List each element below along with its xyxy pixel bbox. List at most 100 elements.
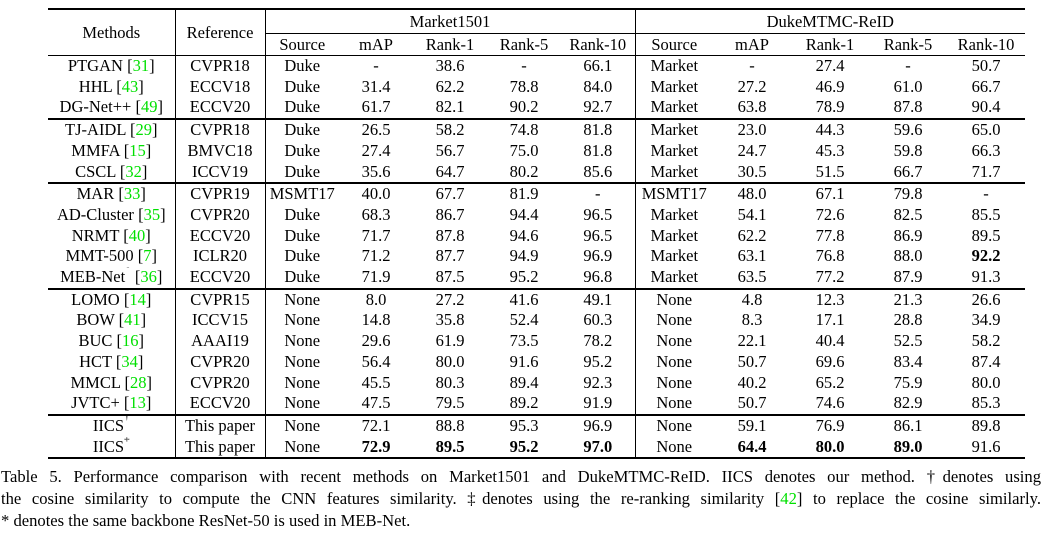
duke-rank10-cell: 85.5 [971, 204, 1001, 224]
table-row: MEB-Net* [36] ECCV20 Duke 71.9 87.5 95.2 96.8 M… [48, 267, 1025, 289]
market-map-cell: - [373, 56, 379, 75]
market-rank1-cell: 82.1 [435, 97, 465, 117]
duke-rank1-cell: 44.3 [791, 118, 870, 141]
market-map-cell: 29.6 [361, 331, 391, 351]
method-cell: BUC [16] [48, 331, 176, 352]
citation-ref[interactable]: 42 [780, 488, 797, 508]
duke-rank10-cell: 65.0 [947, 118, 1026, 141]
reference-cell: AAAI19 [175, 331, 266, 352]
duke-map-cell: 4.8 [713, 287, 792, 311]
duke-rank1-cell: 67.1 [791, 182, 870, 205]
market-rank10-cell: 96.9 [561, 413, 636, 437]
method-cell: TJ-AIDL [29] [48, 118, 176, 141]
header-row-datasets: Methods Reference Market1501 DukeMTMC-Re… [48, 8, 1026, 56]
market-rank10-cell: 85.6 [561, 161, 636, 184]
citation-ref[interactable]: 13 [129, 393, 146, 413]
table-row: MMCL [28] CVPR20 None 45.5 80.3 89.4 92.3 None 4… [48, 372, 1025, 394]
citation-ref[interactable]: 49 [140, 97, 158, 117]
method-cell: HCT [34] [48, 351, 176, 373]
reference-cell: CVPR18 [175, 55, 266, 77]
market-rank1-cell: 80.0 [435, 351, 465, 371]
citation-ref[interactable]: 33 [123, 184, 141, 204]
citation-ref[interactable]: 32 [125, 161, 142, 181]
duke-map-cell: 40.2 [737, 372, 767, 392]
duke-rank5-cell: 59.8 [893, 140, 923, 160]
duke-rank1-cell: 80.0 [791, 436, 870, 460]
market-map-cell: 27.4 [361, 140, 391, 160]
market-rank10-cell: 92.7 [561, 97, 636, 120]
method-superscript: * [125, 267, 131, 274]
table-row: LOMO [14] CVPR15 None 8.0 27.2 41.6 49.1 None 4.… [48, 287, 1026, 311]
market-map-cell: 14.8 [361, 310, 391, 330]
market-rank1-cell: 86.7 [435, 204, 465, 224]
duke-rank10-cell: 80.0 [971, 372, 1001, 392]
citation-ref[interactable]: 14 [129, 289, 146, 309]
market-map-cell: 68.3 [361, 204, 391, 224]
reference-cell: CVPR20 [175, 372, 266, 394]
citation-ref[interactable]: 40 [128, 225, 146, 245]
duke-source-cell: None [635, 287, 714, 311]
duke-rank1-cell: 76.8 [815, 246, 845, 266]
duke-rank5-cell: 87.8 [893, 97, 923, 117]
market-rank10-cell: 95.2 [561, 351, 636, 373]
citation-ref[interactable]: 34 [121, 351, 138, 371]
duke-rank1-cell: 46.9 [815, 76, 845, 96]
table-row: CSCL [32] ICCV19 Duke 35.6 64.7 80.2 85.6 Marke… [48, 161, 1025, 184]
duke-rank5-cell: 86.1 [869, 413, 948, 437]
duke-rank5-cell: 75.9 [893, 372, 923, 392]
duke-map-cell: 50.7 [737, 393, 767, 413]
market-rank5-cell: 81.9 [487, 182, 561, 205]
caption-text: the cosine similarity to compute the CNN… [1, 488, 781, 508]
market-rank5-cell: 78.8 [509, 76, 539, 96]
table-row: BOW [41] ICCV15 None 14.8 35.8 52.4 60.3 None 8.… [48, 310, 1025, 332]
duke-rank10-cell: 66.7 [971, 76, 1001, 96]
duke-rank10-cell: 50.7 [971, 56, 1001, 75]
market-source-cell: Duke [284, 161, 321, 181]
citation-ref[interactable]: 31 [132, 56, 150, 75]
market-rank10-cell: 92.3 [561, 372, 636, 394]
market-source-cell: Duke [284, 140, 321, 160]
citation-ref[interactable]: 41 [124, 310, 141, 330]
duke-rank5-cell: 61.0 [893, 76, 923, 96]
market-map-cell: 45.5 [361, 372, 391, 392]
citation-ref[interactable]: 15 [129, 140, 146, 160]
duke-source-cell: MSMT17 [635, 182, 714, 205]
citation-ref[interactable]: 43 [121, 76, 139, 96]
market-rank1-cell: 38.6 [435, 56, 465, 75]
market-rank5-cell: 94.6 [509, 225, 539, 245]
reference-cell: This paper [175, 436, 266, 460]
duke-rank5-cell: 88.0 [893, 246, 923, 266]
duke-rank5-cell: 52.5 [893, 331, 923, 351]
market-rank10-cell: 91.9 [561, 393, 636, 415]
method-cell: HHL [43] [48, 76, 176, 98]
market-rank5-cell: 73.5 [509, 331, 539, 351]
col-header-m-rank10: Rank-10 [561, 33, 636, 56]
citation-ref[interactable]: 36 [140, 267, 157, 287]
citation-ref[interactable]: 28 [129, 372, 147, 392]
table-row: MMFA [15] BMVC18 Duke 27.4 56.7 75.0 81.8 Marke… [48, 140, 1025, 162]
citation-ref[interactable]: 35 [143, 204, 161, 224]
duke-map-cell: 27.2 [737, 76, 767, 96]
market-map-cell: 71.7 [361, 225, 391, 245]
market-rank1-cell: 58.2 [413, 118, 487, 141]
duke-map-cell: 50.7 [737, 351, 767, 371]
market-rank10-cell: 81.8 [561, 140, 636, 162]
citation-ref[interactable]: 16 [122, 331, 139, 351]
citation-ref[interactable]: 7 [143, 246, 152, 266]
duke-map-cell: 23.0 [713, 118, 792, 141]
method-cell: MMFA [15] [48, 140, 176, 162]
duke-source-cell: Market [635, 118, 714, 141]
duke-rank5-cell: 89.0 [869, 436, 948, 460]
duke-rank10-cell: 85.3 [971, 393, 1001, 413]
duke-rank5-cell: 82.9 [893, 393, 923, 413]
col-header-d-rank5: Rank-5 [869, 33, 948, 56]
citation-ref[interactable]: 29 [135, 120, 152, 140]
market-rank10-cell: 96.9 [561, 246, 636, 268]
market-source-cell: None [284, 351, 321, 371]
duke-source-cell: Market [650, 225, 699, 245]
market-source-cell: None [284, 372, 321, 392]
col-header-d-source: Source [635, 33, 714, 56]
caption-text: ] to replace the cosine similarly. [796, 488, 1042, 508]
duke-map-cell: 62.2 [737, 225, 767, 245]
market-rank10-cell: 96.5 [561, 204, 636, 226]
